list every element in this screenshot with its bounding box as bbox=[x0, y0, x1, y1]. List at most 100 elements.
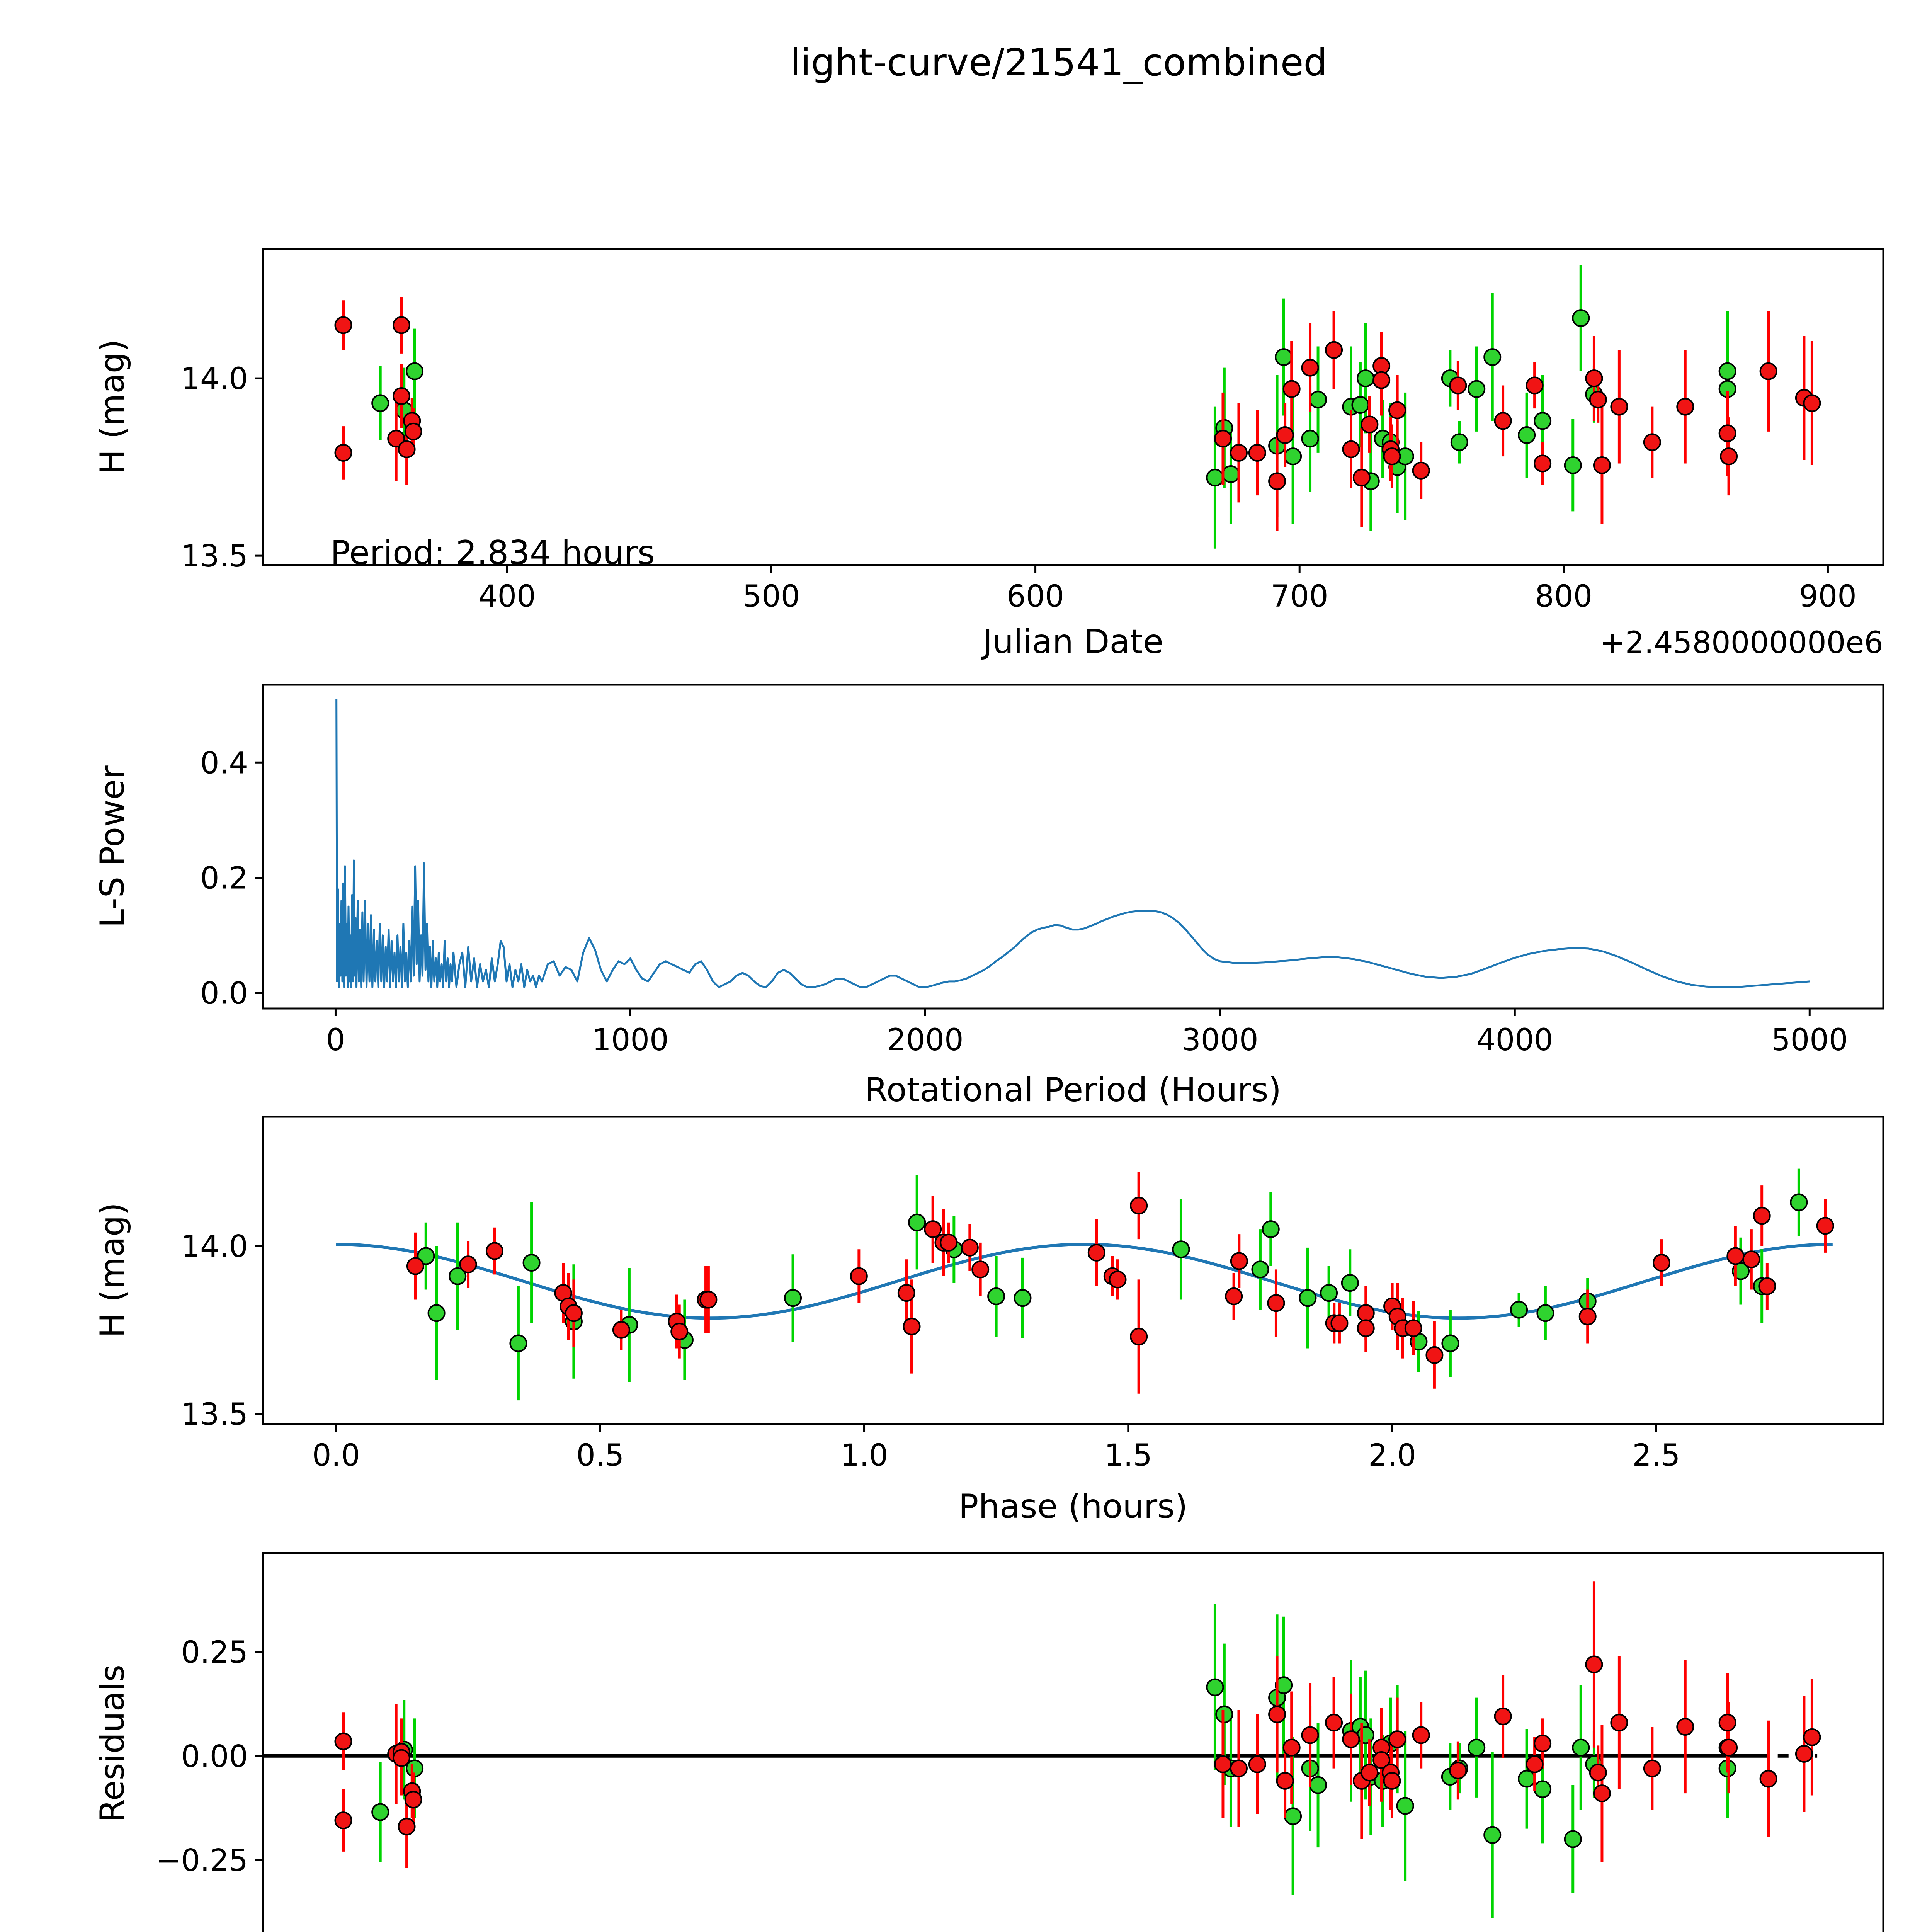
red-data-point bbox=[1404, 1319, 1422, 1337]
green-data-point bbox=[1284, 447, 1302, 466]
x-tick-label: 800 bbox=[1535, 579, 1592, 614]
red-data-point bbox=[1301, 359, 1319, 377]
green-data-point bbox=[1320, 1284, 1338, 1302]
x-tick-label: 600 bbox=[1007, 579, 1064, 614]
red-data-point bbox=[1361, 1764, 1379, 1782]
x-tick-label: 1.5 bbox=[1104, 1438, 1152, 1473]
periodogram-xaxis-label: Rotational Period (Hours) bbox=[865, 1071, 1281, 1109]
red-data-point bbox=[1726, 1247, 1745, 1265]
green-data-point bbox=[1441, 1334, 1459, 1352]
red-data-point bbox=[1412, 461, 1430, 480]
period-annotation: Period: 2.834 hours bbox=[330, 534, 655, 572]
green-data-point bbox=[1564, 456, 1582, 474]
red-data-point bbox=[924, 1220, 942, 1238]
green-data-point bbox=[509, 1334, 527, 1352]
green-data-point bbox=[1251, 1260, 1269, 1279]
y-tick-label: 0.25 bbox=[181, 1635, 248, 1670]
green-data-point bbox=[1206, 1678, 1224, 1696]
red-data-point bbox=[903, 1318, 921, 1336]
residuals-yaxis-label: Residuals bbox=[93, 1665, 132, 1822]
green-data-point bbox=[1396, 1797, 1414, 1815]
red-data-point bbox=[1526, 376, 1544, 395]
lightcurve-xaxis-label: Julian Date bbox=[981, 622, 1163, 661]
red-data-point bbox=[971, 1260, 990, 1279]
green-data-point bbox=[1572, 309, 1590, 327]
green-data-point bbox=[1341, 1274, 1359, 1292]
red-data-point bbox=[1087, 1243, 1105, 1262]
red-data-point bbox=[1357, 1319, 1375, 1337]
red-data-point bbox=[404, 1791, 422, 1809]
red-data-point bbox=[1816, 1217, 1834, 1235]
red-data-point bbox=[1130, 1328, 1148, 1346]
green-data-point bbox=[1483, 348, 1502, 366]
green-data-point bbox=[987, 1287, 1005, 1305]
green-data-point bbox=[1309, 391, 1327, 409]
red-data-point bbox=[1449, 376, 1467, 395]
green-data-point bbox=[1536, 1304, 1554, 1322]
red-data-point bbox=[1130, 1197, 1148, 1215]
green-data-point bbox=[1518, 426, 1536, 444]
red-data-point bbox=[398, 440, 416, 458]
green-data-point bbox=[1450, 433, 1468, 451]
red-data-point bbox=[1494, 1708, 1512, 1726]
red-data-point bbox=[1610, 398, 1628, 416]
red-data-point bbox=[485, 1242, 503, 1260]
figure-title: light-curve/21541_combined bbox=[790, 41, 1327, 84]
red-data-point bbox=[1759, 1770, 1777, 1788]
red-data-point bbox=[1268, 472, 1286, 490]
red-data-point bbox=[1276, 426, 1294, 444]
red-data-point bbox=[612, 1321, 630, 1339]
y-tick-label: 0.2 bbox=[200, 861, 248, 896]
red-data-point bbox=[1225, 1287, 1243, 1305]
green-data-point bbox=[522, 1253, 541, 1272]
red-data-point bbox=[1653, 1253, 1671, 1272]
red-data-point bbox=[1494, 412, 1512, 430]
green-data-point bbox=[1275, 1676, 1293, 1694]
red-data-point bbox=[1301, 1726, 1319, 1744]
red-data-point bbox=[459, 1255, 477, 1274]
red-data-point bbox=[1534, 454, 1552, 473]
green-data-point bbox=[1510, 1301, 1528, 1319]
periodogram-line bbox=[335, 699, 1810, 988]
red-data-point bbox=[961, 1238, 979, 1257]
lightcurve-xaxis-offset: +2.4580000000e6 bbox=[1600, 626, 1883, 660]
red-data-point bbox=[1383, 1772, 1401, 1790]
phase-xaxis-label: Phase (hours) bbox=[958, 1487, 1187, 1526]
red-data-point bbox=[1325, 341, 1343, 359]
green-data-point bbox=[1309, 1776, 1327, 1794]
green-data-point bbox=[1357, 369, 1375, 388]
axes-spines bbox=[262, 684, 1884, 1010]
y-tick-label: 0.4 bbox=[200, 746, 248, 781]
red-data-point bbox=[1534, 1735, 1552, 1752]
red-data-point bbox=[1248, 1755, 1266, 1773]
green-data-point bbox=[1468, 1738, 1486, 1757]
y-tick-label: 14.0 bbox=[181, 362, 248, 396]
x-tick-label: 900 bbox=[1799, 579, 1857, 614]
red-data-point bbox=[1526, 1755, 1544, 1773]
green-data-point bbox=[908, 1213, 926, 1231]
red-data-point bbox=[1759, 362, 1777, 380]
red-data-point bbox=[1383, 447, 1401, 466]
red-data-point bbox=[1589, 391, 1607, 409]
x-tick-label: 0 bbox=[326, 1023, 345, 1058]
red-data-point bbox=[1214, 1755, 1232, 1773]
y-tick-label: 13.5 bbox=[181, 539, 248, 574]
green-data-point bbox=[427, 1304, 446, 1322]
red-data-point bbox=[387, 430, 405, 448]
red-data-point bbox=[1282, 1738, 1301, 1757]
red-data-point bbox=[1718, 424, 1736, 442]
x-tick-label: 5000 bbox=[1771, 1023, 1848, 1058]
red-data-point bbox=[1109, 1270, 1127, 1289]
red-data-point bbox=[1803, 1728, 1821, 1746]
red-data-point bbox=[1342, 440, 1360, 458]
green-data-point bbox=[1534, 1780, 1552, 1798]
periodogram-yaxis-label: L-S Power bbox=[93, 765, 132, 928]
red-data-point bbox=[1610, 1714, 1628, 1732]
red-data-point bbox=[406, 1257, 424, 1275]
red-data-point bbox=[1230, 444, 1248, 462]
green-data-point bbox=[784, 1289, 802, 1307]
red-data-point bbox=[1357, 1304, 1375, 1322]
red-data-point bbox=[1330, 1314, 1349, 1332]
x-tick-label: 2.0 bbox=[1368, 1438, 1416, 1473]
